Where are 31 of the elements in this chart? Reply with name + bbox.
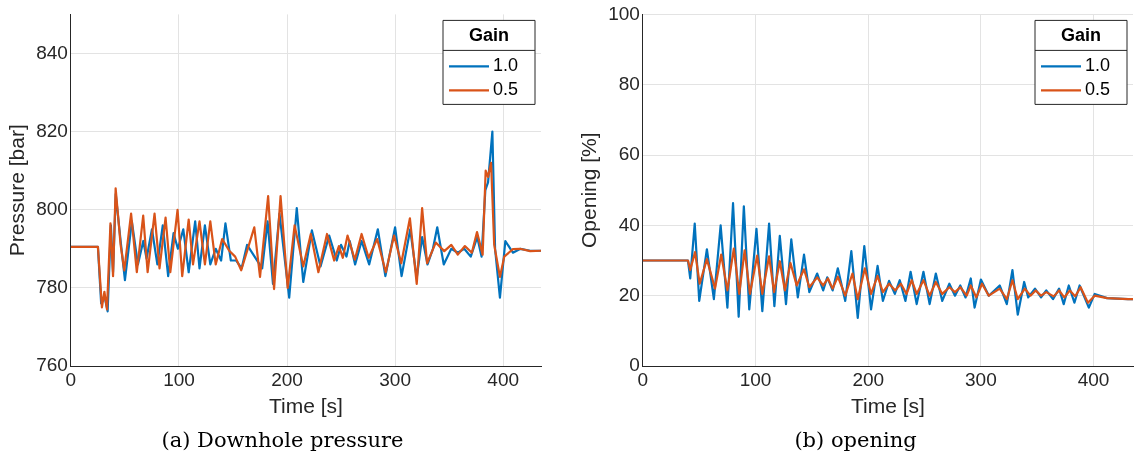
x-tick-label: 300 (379, 368, 411, 390)
x-tick-label: 100 (739, 368, 772, 390)
y-tick-label: 820 (36, 119, 68, 141)
x-tick-label: 400 (1077, 368, 1110, 390)
x-tick-label: 400 (487, 368, 520, 390)
y-tick-label: 40 (618, 213, 640, 235)
y-tick-label: 800 (36, 197, 68, 219)
y-tick-label: 760 (36, 354, 68, 376)
y-axis-title: Opening [%] (577, 132, 601, 248)
legend-title: Gain (1060, 25, 1102, 46)
legend-label: 1.0 (493, 55, 519, 76)
x-axis-title: Time [s] (269, 394, 343, 418)
x-tick-label: 200 (271, 368, 303, 390)
text: (a) Downhole pressure (160, 428, 405, 452)
y-tick-label: 20 (618, 283, 640, 305)
y-tick-label: 80 (618, 72, 640, 94)
legend-title: Gain (468, 25, 510, 46)
y-tick-label: 100 (608, 2, 640, 24)
x-tick-label: 100 (163, 368, 195, 390)
y-tick-label: 0 (629, 354, 640, 376)
legend-label: 1.0 (1085, 55, 1111, 76)
y-axis-title: Pressure [bar] (5, 124, 29, 257)
x-tick-label: 200 (852, 368, 885, 390)
legend-label: 0.5 (493, 79, 519, 100)
x-axis-title: Time [s] (851, 394, 925, 418)
x-tick-label: 300 (965, 368, 997, 390)
legend-label: 0.5 (1085, 79, 1111, 100)
y-tick-label: 60 (618, 143, 640, 165)
y-tick-label: 840 (36, 41, 68, 63)
y-tick-label: 780 (36, 276, 68, 298)
text: (b) opening (793, 428, 918, 452)
